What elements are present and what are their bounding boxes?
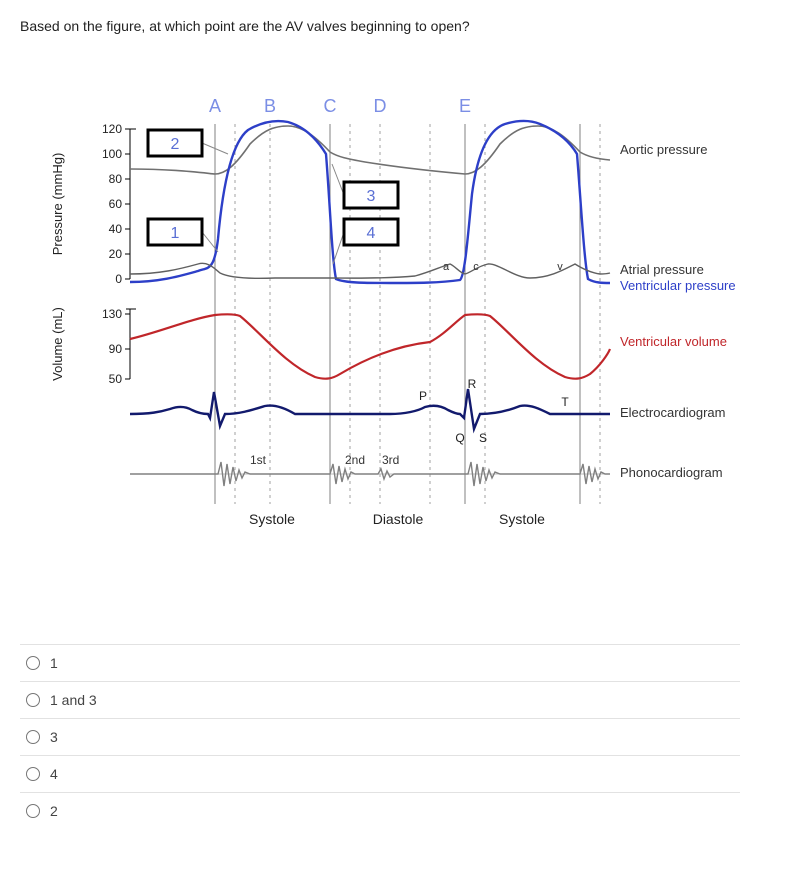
svg-text:B: B <box>264 96 276 116</box>
svg-text:100: 100 <box>102 147 122 161</box>
answer-label: 1 <box>50 655 58 671</box>
svg-text:1st: 1st <box>250 453 267 467</box>
answer-label: 4 <box>50 766 58 782</box>
answer-radio[interactable] <box>26 693 40 707</box>
svg-text:40: 40 <box>109 222 123 236</box>
svg-text:80: 80 <box>109 172 123 186</box>
svg-text:0: 0 <box>115 272 122 286</box>
svg-text:v: v <box>557 261 563 273</box>
svg-text:Electrocardiogram: Electrocardiogram <box>620 405 726 420</box>
answer-option[interactable]: 1 and 3 <box>20 681 740 718</box>
answer-option[interactable]: 2 <box>20 792 740 829</box>
svg-text:A: A <box>209 96 221 116</box>
svg-text:R: R <box>468 377 477 391</box>
answer-label: 2 <box>50 803 58 819</box>
svg-text:3rd: 3rd <box>382 453 399 467</box>
svg-text:2: 2 <box>171 136 180 153</box>
svg-text:1: 1 <box>171 225 180 242</box>
question-text: Based on the figure, at which point are … <box>20 18 769 34</box>
svg-text:3: 3 <box>367 188 376 205</box>
cardiac-cycle-figure: A B C D E 0 20 40 60 80 100 120 Pressure (mmHg) Aorti… <box>20 74 740 584</box>
svg-text:Systole: Systole <box>249 511 295 527</box>
answer-option[interactable]: 1 <box>20 644 740 681</box>
svg-text:Atrial pressure: Atrial pressure <box>620 262 704 277</box>
svg-text:2nd: 2nd <box>345 453 365 467</box>
svg-text:D: D <box>374 96 387 116</box>
svg-text:a: a <box>443 261 450 273</box>
svg-text:S: S <box>479 431 487 445</box>
answer-radio[interactable] <box>26 767 40 781</box>
answer-label: 1 and 3 <box>50 692 97 708</box>
svg-text:60: 60 <box>109 197 123 211</box>
answer-radio[interactable] <box>26 656 40 670</box>
svg-text:T: T <box>561 395 569 409</box>
svg-text:90: 90 <box>109 342 123 356</box>
svg-text:c: c <box>473 261 479 273</box>
answer-radio[interactable] <box>26 804 40 818</box>
svg-text:Pressure (mmHg): Pressure (mmHg) <box>50 153 65 256</box>
svg-text:Ventricular pressure: Ventricular pressure <box>620 278 736 293</box>
svg-text:Aortic pressure: Aortic pressure <box>620 142 707 157</box>
svg-text:P: P <box>419 389 427 403</box>
svg-text:Diastole: Diastole <box>373 511 424 527</box>
answer-options: 1 1 and 3 3 4 2 <box>20 644 740 829</box>
svg-text:Phonocardiogram: Phonocardiogram <box>620 465 723 480</box>
answer-option[interactable]: 4 <box>20 755 740 792</box>
svg-text:50: 50 <box>109 372 123 386</box>
svg-text:20: 20 <box>109 247 123 261</box>
answer-radio[interactable] <box>26 730 40 744</box>
answer-label: 3 <box>50 729 58 745</box>
svg-text:120: 120 <box>102 122 122 136</box>
svg-text:Ventricular volume: Ventricular volume <box>620 334 727 349</box>
svg-text:Systole: Systole <box>499 511 545 527</box>
svg-text:C: C <box>324 96 337 116</box>
svg-text:4: 4 <box>367 225 376 242</box>
svg-text:130: 130 <box>102 307 122 321</box>
svg-text:Q: Q <box>455 431 464 445</box>
answer-option[interactable]: 3 <box>20 718 740 755</box>
svg-text:E: E <box>459 96 471 116</box>
svg-text:Volume (mL): Volume (mL) <box>50 307 65 381</box>
